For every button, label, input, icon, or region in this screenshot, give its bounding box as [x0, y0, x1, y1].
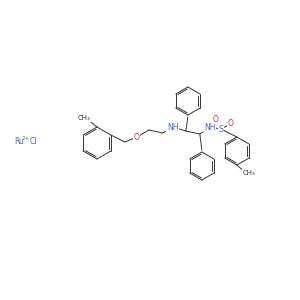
Text: O: O: [134, 133, 140, 142]
Text: Ru: Ru: [14, 137, 24, 146]
Text: O: O: [228, 119, 234, 128]
Text: S: S: [218, 124, 224, 134]
Text: NH: NH: [204, 122, 216, 131]
Text: -: -: [38, 136, 40, 142]
Text: NH: NH: [167, 122, 178, 131]
Text: O: O: [213, 115, 219, 124]
Text: CH₃: CH₃: [78, 115, 90, 121]
Text: 2+: 2+: [22, 136, 30, 142]
Text: CH₃: CH₃: [242, 170, 255, 176]
Text: Cl: Cl: [30, 137, 38, 146]
